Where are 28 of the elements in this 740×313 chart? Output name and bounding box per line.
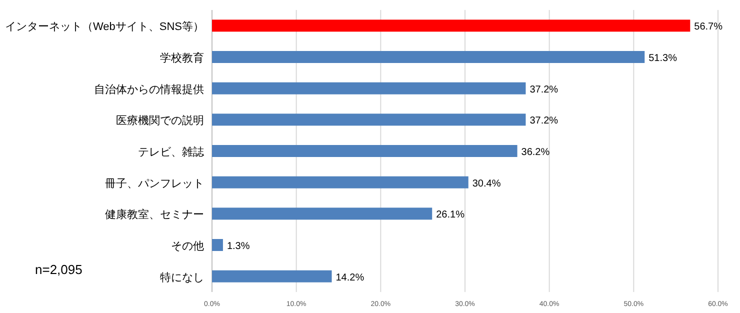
data-label: 37.2% (530, 84, 558, 96)
bar (212, 270, 332, 282)
y-tick-label: インターネット（Webサイト、SNS等） (4, 21, 204, 34)
y-tick-label: 特になし (160, 272, 204, 284)
data-label: 1.3% (226, 241, 250, 252)
data-label: 36.2% (521, 147, 550, 158)
y-tick-label: 医療機関での説明 (116, 114, 204, 128)
bar (212, 176, 468, 188)
y-tick-label: その他 (171, 240, 204, 252)
data-label: 37.2% (530, 116, 558, 127)
bar (212, 145, 518, 157)
bar (212, 82, 526, 94)
y-tick-label: 自治体からの情報提供 (94, 82, 204, 96)
y-tick-label: 学校教育 (160, 52, 204, 64)
bar (212, 114, 526, 126)
y-tick-label: 健康教室、セミナー (105, 208, 204, 222)
y-tick-label: 冊子、パンフレット (105, 178, 204, 190)
bar (212, 239, 223, 251)
data-label: 14.2% (336, 272, 364, 284)
y-tick-label: テレビ、雑誌 (138, 146, 204, 158)
bar (212, 208, 432, 220)
text: n=2,095 (35, 262, 82, 277)
data-label: 56.7% (694, 22, 723, 33)
data-label: 30.4% (472, 178, 501, 190)
data-label: 51.3% (648, 53, 678, 64)
bar (212, 20, 690, 32)
data-label: 26.1% (436, 210, 465, 221)
bar (212, 51, 645, 63)
